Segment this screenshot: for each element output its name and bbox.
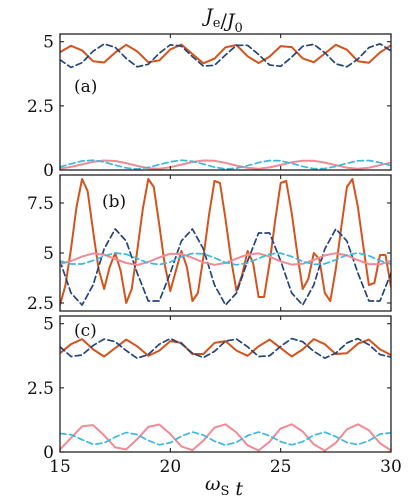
axes-frame (59, 315, 392, 453)
y-tick-label: 5 (43, 33, 54, 53)
plot-area (60, 337, 391, 452)
panel-label: (b) (102, 192, 126, 212)
panel-b: 2.5 5 7.5 (b) (27, 174, 392, 314)
axes-frame (59, 33, 392, 171)
x-tick-label: 20 (160, 457, 182, 477)
y-tick-label: 5 (43, 315, 54, 335)
axes-frame (59, 174, 392, 312)
y-tick-label: 5 (43, 244, 54, 264)
x-axis-label: ωS t (205, 473, 243, 500)
series-line-dashed-2 (60, 228, 391, 306)
panel-label: (c) (74, 321, 97, 341)
panel-a: 0 2.5 5 (a) (27, 33, 392, 181)
y-tick-label: 0 (43, 443, 54, 463)
y-tick-label: 2.5 (27, 294, 54, 314)
panel-label: (a) (74, 77, 97, 97)
y-tick-label: 0 (43, 161, 54, 181)
series-line-dashed-4 (60, 252, 391, 266)
plot-area (60, 178, 391, 306)
series-line-dashed-4 (60, 159, 391, 170)
x-tick-label: 25 (270, 457, 292, 477)
y-tick-label: 2.5 (27, 379, 54, 399)
x-tick-label: 30 (380, 457, 402, 477)
panels-group: 02.55(a)2.557.5 (b)02.55 (c)15 20 25 30 (27, 33, 402, 477)
y-tick-label: 7.5 (27, 194, 54, 214)
series-line-solid-1 (60, 43, 391, 65)
series-line-dashed-4 (60, 431, 391, 446)
figure-title: Je/J0 (201, 5, 243, 36)
y-tick-label: 2.5 (27, 97, 54, 117)
panel-c: 0 2.5 5 (c) 15 20 25 30 (27, 315, 402, 477)
series-line-solid-3 (60, 423, 391, 452)
x-tick-label: 15 (49, 457, 71, 477)
series-line-dashed-2 (60, 42, 391, 69)
plot-area (60, 42, 391, 170)
series-line-solid-3 (60, 159, 391, 170)
series-line-dashed-2 (60, 337, 391, 360)
